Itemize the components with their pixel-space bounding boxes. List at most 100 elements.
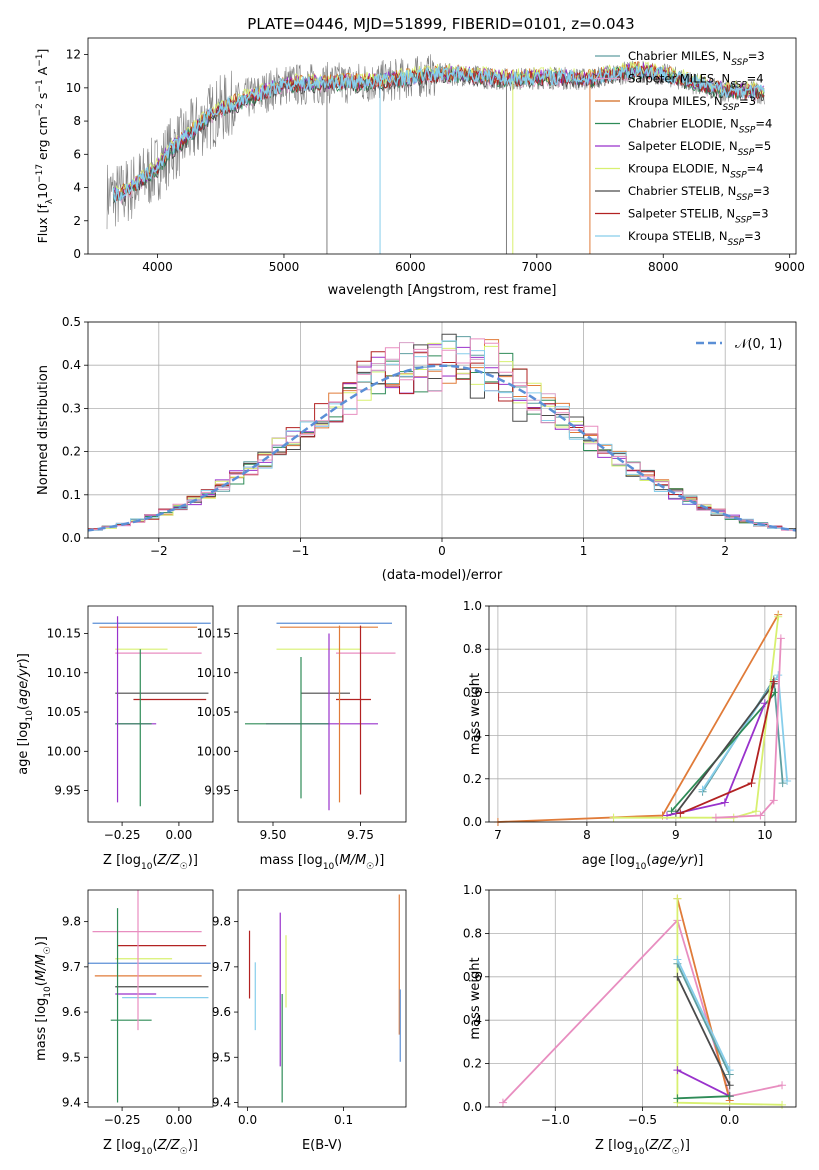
x-tick-label: 2 xyxy=(721,544,729,558)
x-tick-label: 0.1 xyxy=(334,1113,353,1127)
y-tick-label: 1.0 xyxy=(463,883,482,897)
y-tick-label: 0.4 xyxy=(463,729,482,743)
y-axis-label: Normed distribution xyxy=(36,365,51,495)
y-tick-label: 10.05 xyxy=(47,705,81,719)
x-tick-label: −2 xyxy=(150,544,168,558)
mass-weight-marker xyxy=(498,1098,507,1107)
axes-mass-z: −0.25 0.00 9.4 9.5 9.6 9.7 9.8 xyxy=(62,915,192,1127)
x-tick-label: 0.00 xyxy=(166,828,193,842)
y-tick-label: 9.8 xyxy=(62,915,81,929)
mass-weight-line-5 xyxy=(676,1069,731,1098)
mass-weight-marker xyxy=(698,785,707,794)
x-tick-label: 8 xyxy=(583,828,591,842)
legend-entry: Chabrier ELODIE, NSSP=4 xyxy=(628,117,772,136)
x-axis-label: Z [log10(Z/Z☉)] xyxy=(595,1138,690,1157)
y-tick-label: 0.0 xyxy=(463,1100,482,1114)
y-tick-label: 0.6 xyxy=(463,685,482,699)
axes-frame xyxy=(488,889,797,1108)
mass-weight-marker xyxy=(673,972,682,981)
y-tick-label: 9.8 xyxy=(212,915,231,929)
y-tick-label: 0.1 xyxy=(62,488,81,502)
y-tick-label: 10.15 xyxy=(47,626,81,640)
mass-weight-marker xyxy=(720,798,729,807)
axes-frame xyxy=(237,889,407,1108)
x-tick-label: 1 xyxy=(580,544,588,558)
axes-age-z: −0.25 0.00 9.95 10.00 10.05 10.10 10.15 xyxy=(47,626,193,842)
y-tick-label: 9.5 xyxy=(62,1050,81,1064)
mass-weight-line-6 xyxy=(677,1095,730,1100)
x-tick-label: 5000 xyxy=(269,260,300,274)
y-tick-label: 0.8 xyxy=(463,642,482,656)
mass-weight-marker xyxy=(769,796,778,805)
mass-weight-marker xyxy=(711,813,720,822)
y-tick-label: 6 xyxy=(73,147,81,161)
x-tick-label: −1.0 xyxy=(541,1113,570,1127)
x-tick-label: 0.00 xyxy=(166,1113,193,1127)
y-tick-label: 1.0 xyxy=(463,599,482,613)
y-tick-label: 10.10 xyxy=(47,666,81,680)
histograms xyxy=(88,333,796,533)
axes-frame xyxy=(87,889,214,1108)
y-tick-label: 0.2 xyxy=(463,772,482,786)
y-tick-label: 10.00 xyxy=(197,744,231,758)
legend-entry: 𝒩(0, 1) xyxy=(735,337,782,352)
y-tick-label: 0.4 xyxy=(62,358,81,372)
x-tick-label: −0.25 xyxy=(104,828,141,842)
y-tick-label: 9.6 xyxy=(62,1005,81,1019)
mass-weight-marker xyxy=(776,634,785,643)
y-axis-label: mass weight xyxy=(468,957,483,1039)
mass-weight-marker xyxy=(747,779,756,788)
x-tick-label: 0.0 xyxy=(720,1113,739,1127)
y-tick-label: 8 xyxy=(73,114,81,128)
y-tick-label: 0.3 xyxy=(62,401,81,415)
legend-entry: Salpeter STELIB, NSSP=3 xyxy=(628,207,769,226)
y-tick-label: 10.05 xyxy=(197,705,231,719)
y-axis-label: mass weight xyxy=(468,673,483,755)
x-tick-label: 9.75 xyxy=(347,828,374,842)
y-tick-label: 9.6 xyxy=(212,1005,231,1019)
x-tick-label: −1 xyxy=(292,544,310,558)
y-tick-label: 10.15 xyxy=(197,626,231,640)
x-tick-label: 10 xyxy=(757,828,772,842)
mass-weight-marker xyxy=(673,894,682,903)
legend-entry: Kroupa ELODIE, NSSP=4 xyxy=(628,162,764,181)
mass-weight-line-4 xyxy=(676,959,731,1071)
axes-frame xyxy=(488,605,797,823)
x-tick-label: 0 xyxy=(438,544,446,558)
axes-spectrum: 4000 5000 6000 7000 8000 9000 0 2 4 6 8 10 12 xyxy=(66,48,805,274)
errorbars-mass-ebv xyxy=(248,894,401,1103)
x-axis-label: wavelength [Angstrom, rest frame] xyxy=(328,283,557,298)
legend-entry: Chabrier STELIB, NSSP=3 xyxy=(628,184,770,203)
lines-mw-z xyxy=(498,894,787,1109)
mass-weight-marker xyxy=(769,677,778,686)
y-tick-label: 4 xyxy=(73,181,81,195)
mass-weight-marker xyxy=(673,1094,682,1103)
errorbars-age-z xyxy=(92,616,211,807)
mass-weight-marker xyxy=(673,955,682,964)
x-tick-label: 8000 xyxy=(648,260,679,274)
mass-weight-marker xyxy=(676,809,685,818)
y-tick-label: 0.6 xyxy=(463,970,482,984)
x-axis-label: Z [log10(Z/Z☉)] xyxy=(103,1138,198,1157)
mass-weight-marker xyxy=(673,1066,682,1075)
legend-entry: Chabrier MILES, NSSP=3 xyxy=(628,49,765,68)
mass-weight-marker xyxy=(725,1092,734,1101)
x-tick-label: 9 xyxy=(672,828,680,842)
x-axis-label: E(B-V) xyxy=(302,1138,342,1153)
y-tick-label: 0.8 xyxy=(463,926,482,940)
mass-weight-line-7 xyxy=(676,976,731,1086)
x-axis-label: mass [log10(M/M☉)] xyxy=(260,853,385,872)
x-tick-label: 6000 xyxy=(395,260,426,274)
mass-weight-marker xyxy=(774,671,783,680)
x-tick-label: −0.5 xyxy=(628,1113,657,1127)
y-tick-label: 0.0 xyxy=(62,531,81,545)
mass-weight-line-3 xyxy=(676,963,731,1075)
y-tick-label: 10 xyxy=(66,81,81,95)
model-spectrum-8 xyxy=(112,66,765,204)
y-axis-label: Flux [fλ10−17 erg cm−2 s−1 A−1] xyxy=(35,49,55,244)
y-tick-label: 9.7 xyxy=(62,960,81,974)
mass-weight-marker xyxy=(774,612,783,621)
y-tick-label: 0.0 xyxy=(463,815,482,829)
lines-mw-age xyxy=(493,610,792,826)
